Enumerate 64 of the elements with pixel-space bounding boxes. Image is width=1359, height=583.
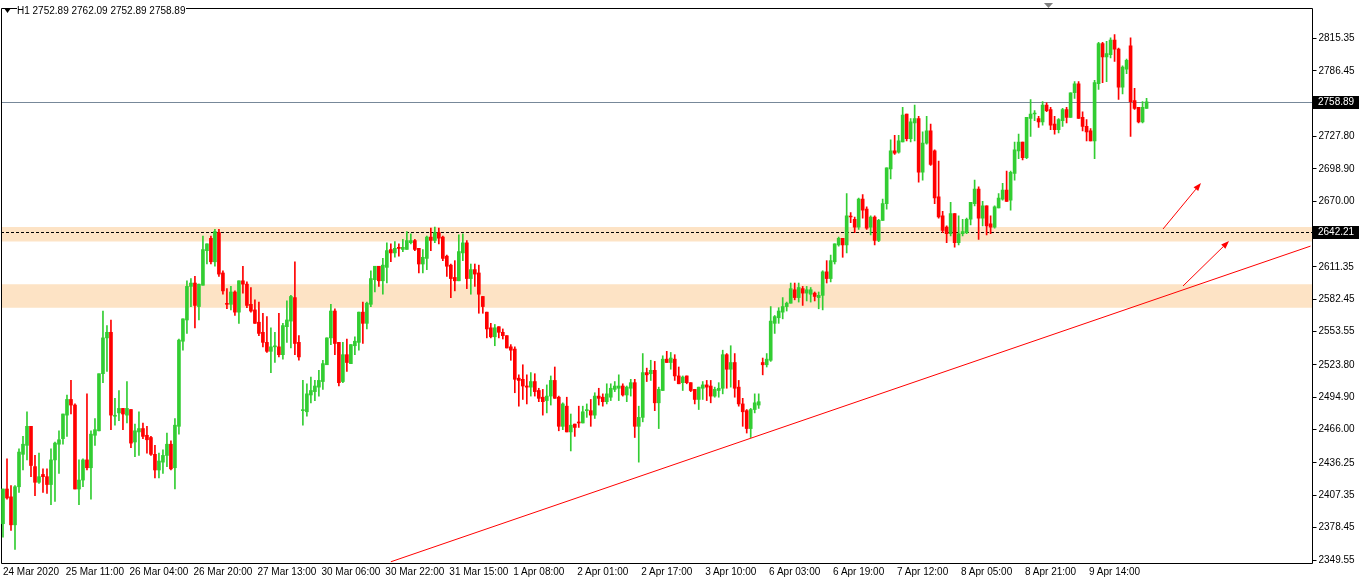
y-tick-label: 2611.35 (1318, 260, 1355, 272)
candlestick (528, 372, 533, 397)
x-tick-label: 6 Apr 19:00 (833, 565, 885, 577)
y-tick-label: 2349.55 (1318, 553, 1356, 565)
candlestick (85, 393, 89, 471)
y-tick-label: 2378.45 (1318, 521, 1356, 533)
x-tick-label: 30 Mar 06:00 (321, 565, 381, 577)
x-tick-label: 30 Mar 22:00 (385, 565, 445, 577)
candlestick (728, 345, 733, 388)
x-tick-label: 2 Apr 17:00 (641, 565, 693, 577)
x-tick-label: 25 Mar 11:00 (65, 565, 125, 577)
candlestick (700, 381, 705, 400)
x-tick-label: 8 Apr 21:00 (1025, 565, 1077, 577)
candlestick (137, 411, 141, 456)
y-tick-label: 2815.35 (1318, 32, 1356, 44)
candlestick (37, 452, 41, 484)
candlestick (125, 381, 129, 424)
x-tick-label: 9 Apr 14:00 (1089, 565, 1141, 577)
x-tick-label: 7 Apr 12:00 (897, 565, 949, 577)
x-tick-label: 8 Apr 05:00 (961, 565, 1013, 577)
candlestick (277, 312, 281, 358)
y-tick-label: 2670.00 (1318, 195, 1356, 207)
candlestick (616, 374, 621, 401)
y-tick-label: 2523.80 (1318, 358, 1356, 370)
candlestick (269, 327, 273, 373)
y-tick-label: 2466.00 (1318, 423, 1356, 435)
x-tick-label: 1 Apr 08:00 (513, 565, 565, 577)
candlestick (648, 359, 653, 381)
ref-line-label: 2758.89 (1318, 96, 1355, 108)
x-tick-label: 6 Apr 03:00 (769, 565, 821, 577)
x-tick-label: 31 Mar 15:00 (449, 565, 509, 577)
candlestick (401, 239, 405, 253)
y-tick-label: 2407.35 (1318, 489, 1356, 501)
x-tick-label: 27 Mar 13:00 (257, 565, 317, 577)
candlestick (668, 352, 673, 370)
candlestick (41, 468, 45, 493)
ref-line-label: 2642.21 (1318, 226, 1355, 238)
candlestick (596, 387, 601, 406)
x-tick-label: 26 Mar 04:00 (129, 565, 189, 577)
candlestick (644, 367, 649, 382)
x-tick-label: 2 Apr 01:00 (577, 565, 629, 577)
y-tick-label: 2727.80 (1318, 130, 1356, 142)
candlestick (760, 357, 765, 376)
candlestick (301, 380, 305, 426)
y-tick-label: 2553.55 (1318, 325, 1356, 337)
candlestick (568, 413, 573, 452)
y-tick-label: 2786.45 (1318, 64, 1356, 76)
x-tick-label: 26 Mar 20:00 (193, 565, 253, 577)
y-tick-label: 2582.45 (1318, 293, 1356, 305)
y-tick-label: 2698.90 (1318, 162, 1356, 174)
candlestick (145, 425, 149, 454)
candlestick (540, 389, 545, 416)
candlestick (117, 390, 121, 422)
candlestick (429, 227, 433, 251)
y-tick-label: 2436.25 (1318, 456, 1356, 468)
candlestick (588, 399, 593, 427)
candlestick (389, 243, 393, 263)
y-tick-label: 2494.90 (1318, 391, 1356, 403)
candlestick (397, 243, 401, 257)
chart-title: H1 2752.89 2762.09 2752.89 2758.89 (17, 5, 186, 17)
x-tick-label: 3 Apr 10:00 (705, 565, 757, 577)
candlestick (77, 459, 81, 506)
x-tick-label: 24 Mar 2020 (2, 565, 60, 577)
candlestick (800, 286, 805, 306)
